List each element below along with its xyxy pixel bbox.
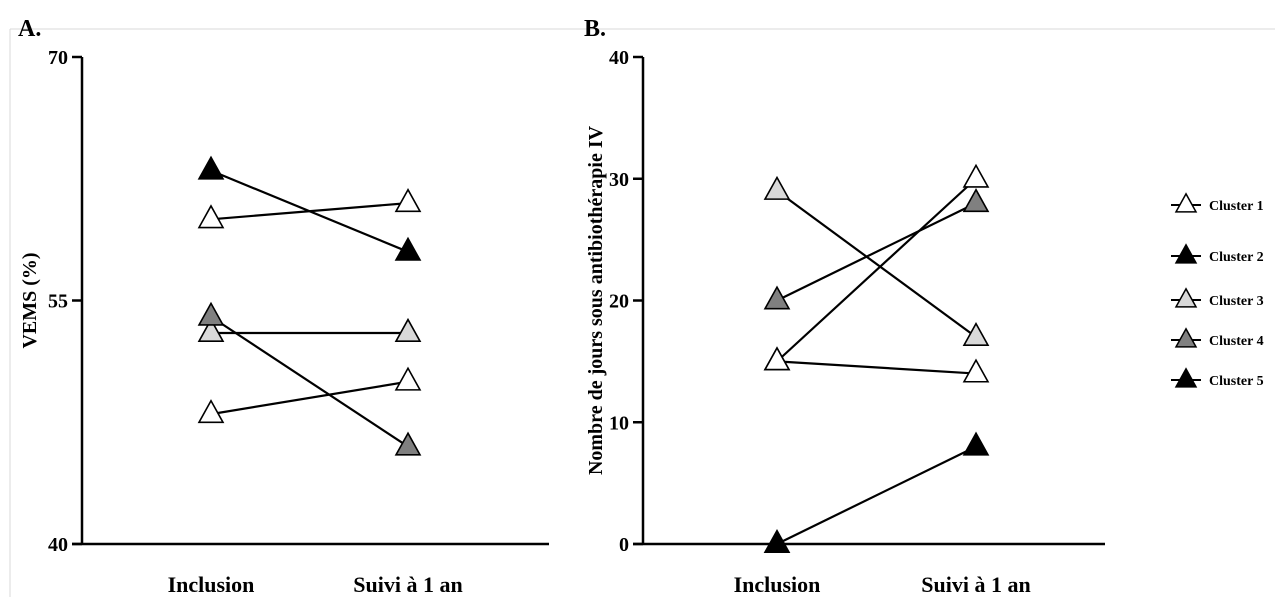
data-point-marker [394, 366, 422, 391]
x-category-label: Suivi à 1 an [921, 572, 1030, 597]
series-line [776, 190, 977, 338]
data-point-marker [763, 285, 791, 310]
y-axis-label: Nombre de jours sous antibiothérapie IV [585, 125, 607, 475]
legend-item: Cluster 3 [1171, 287, 1264, 309]
legend-label: Cluster 2 [1209, 250, 1264, 265]
panel-a-label: A. [18, 16, 41, 42]
data-point-marker [394, 236, 422, 261]
legend-marker [1174, 192, 1198, 213]
series-line [210, 169, 409, 253]
legend-marker [1174, 367, 1198, 388]
legend-label: Cluster 1 [1209, 199, 1264, 214]
legend-item: Cluster 2 [1171, 243, 1264, 265]
data-point-marker [394, 317, 422, 342]
y-tick-label: 30 [609, 169, 629, 191]
y-tick-label: 10 [609, 412, 629, 434]
series-line [776, 445, 977, 545]
data-point-marker [962, 321, 990, 347]
panel-b-chart: 0 10 20 30 40 Nombre de jours sous antibiothé… [585, 47, 1105, 597]
data-point-marker [763, 346, 791, 371]
x-category-label: Inclusion [168, 572, 255, 597]
x-category-label: Suivi à 1 an [353, 572, 462, 597]
legend-item: Cluster 4 [1171, 327, 1264, 349]
legend-label: Cluster 5 [1209, 374, 1264, 389]
series-line [776, 177, 977, 363]
legend-label: Cluster 3 [1209, 294, 1264, 309]
data-point-marker [394, 188, 422, 213]
legend-label: Cluster 4 [1209, 334, 1264, 349]
data-point-marker [763, 175, 791, 200]
y-tick-label: 0 [619, 534, 629, 556]
data-point-marker [197, 301, 225, 326]
data-point-marker [962, 163, 990, 188]
series-line [210, 380, 409, 416]
legend-item: Cluster 5 [1171, 367, 1264, 389]
y-tick-label: 20 [609, 291, 629, 313]
x-category-label: Inclusion [734, 572, 821, 597]
data-point-marker [763, 528, 791, 554]
series-line [210, 315, 409, 448]
legend-marker [1174, 243, 1198, 264]
series-line [776, 202, 977, 302]
y-tick-label: 55 [48, 291, 68, 313]
data-point-marker [394, 431, 422, 456]
data-point-marker [197, 317, 225, 342]
legend-item: Cluster 1 [1171, 192, 1264, 214]
legend-marker [1174, 287, 1198, 308]
series-line [776, 360, 977, 375]
data-point-marker [197, 399, 225, 424]
data-point-marker [962, 358, 990, 383]
y-tick-label: 40 [609, 47, 629, 69]
data-point-marker [962, 188, 990, 213]
legend-marker [1174, 327, 1198, 348]
data-point-marker [197, 204, 225, 229]
y-axis-label: VEMS (%) [19, 252, 41, 348]
y-tick-label: 40 [48, 534, 68, 556]
y-tick-label: 70 [48, 47, 68, 69]
panel-b-label: B. [584, 16, 606, 42]
data-point-marker [197, 155, 225, 180]
data-point-marker [962, 431, 990, 456]
legend: Cluster 1 Cluster 2 Cluster 3 Cluster 4 Clus… [1171, 192, 1264, 389]
panel-a-chart: 40 55 70 VEMS (%) Inclusion Suivi à 1 an [19, 47, 549, 597]
